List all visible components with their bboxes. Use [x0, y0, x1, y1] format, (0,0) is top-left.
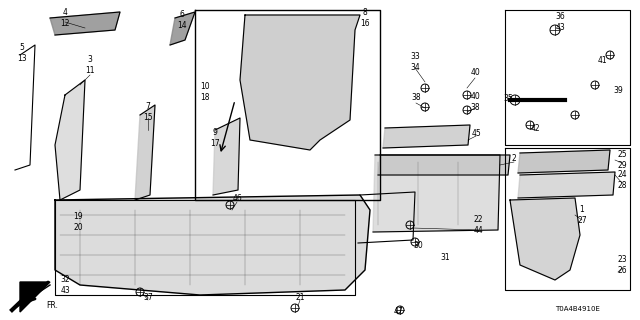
Polygon shape: [373, 155, 500, 232]
Polygon shape: [213, 118, 240, 195]
Polygon shape: [55, 80, 85, 200]
Text: FR.: FR.: [46, 300, 58, 309]
Text: 5
13: 5 13: [17, 43, 27, 63]
Polygon shape: [518, 150, 610, 173]
Text: 6
14: 6 14: [177, 10, 187, 30]
Text: 46: 46: [232, 194, 242, 203]
Polygon shape: [518, 172, 615, 198]
Text: 10
18: 10 18: [200, 82, 210, 102]
Polygon shape: [135, 105, 155, 200]
Text: 25
29: 25 29: [617, 150, 627, 170]
Text: 2: 2: [511, 154, 516, 163]
Text: 1
27: 1 27: [577, 205, 587, 225]
Polygon shape: [510, 198, 580, 280]
Text: 9
17: 9 17: [210, 128, 220, 148]
Text: 23
26: 23 26: [617, 255, 627, 275]
Text: T0A4B4910E: T0A4B4910E: [555, 306, 600, 312]
Polygon shape: [383, 125, 470, 148]
Polygon shape: [50, 12, 120, 35]
Text: 4
12: 4 12: [60, 8, 70, 28]
Text: 31: 31: [440, 253, 450, 262]
Text: 19
20: 19 20: [73, 212, 83, 232]
Text: 7
15: 7 15: [143, 102, 153, 122]
Polygon shape: [378, 155, 510, 175]
Text: 36
43: 36 43: [555, 12, 565, 32]
Text: 32
43: 32 43: [60, 275, 70, 295]
Polygon shape: [170, 12, 195, 45]
Text: 40
38: 40 38: [470, 92, 480, 112]
Text: 8
16: 8 16: [360, 8, 370, 28]
Text: 39: 39: [613, 85, 623, 94]
Text: 21: 21: [295, 292, 305, 301]
Text: 30: 30: [413, 241, 423, 250]
Text: 33
34: 33 34: [410, 52, 420, 72]
Text: 41: 41: [597, 55, 607, 65]
Text: 37: 37: [143, 293, 153, 302]
Text: 22
44: 22 44: [473, 215, 483, 235]
Text: 24
28: 24 28: [617, 170, 627, 190]
Text: 40: 40: [470, 68, 480, 76]
Polygon shape: [20, 282, 50, 312]
Text: 38: 38: [411, 92, 421, 101]
Text: 45: 45: [471, 129, 481, 138]
Text: 47: 47: [393, 308, 403, 316]
Text: 35: 35: [503, 93, 513, 102]
Text: 42: 42: [530, 124, 540, 132]
Polygon shape: [240, 15, 360, 150]
Text: 3
11: 3 11: [85, 55, 95, 75]
Polygon shape: [55, 195, 370, 295]
